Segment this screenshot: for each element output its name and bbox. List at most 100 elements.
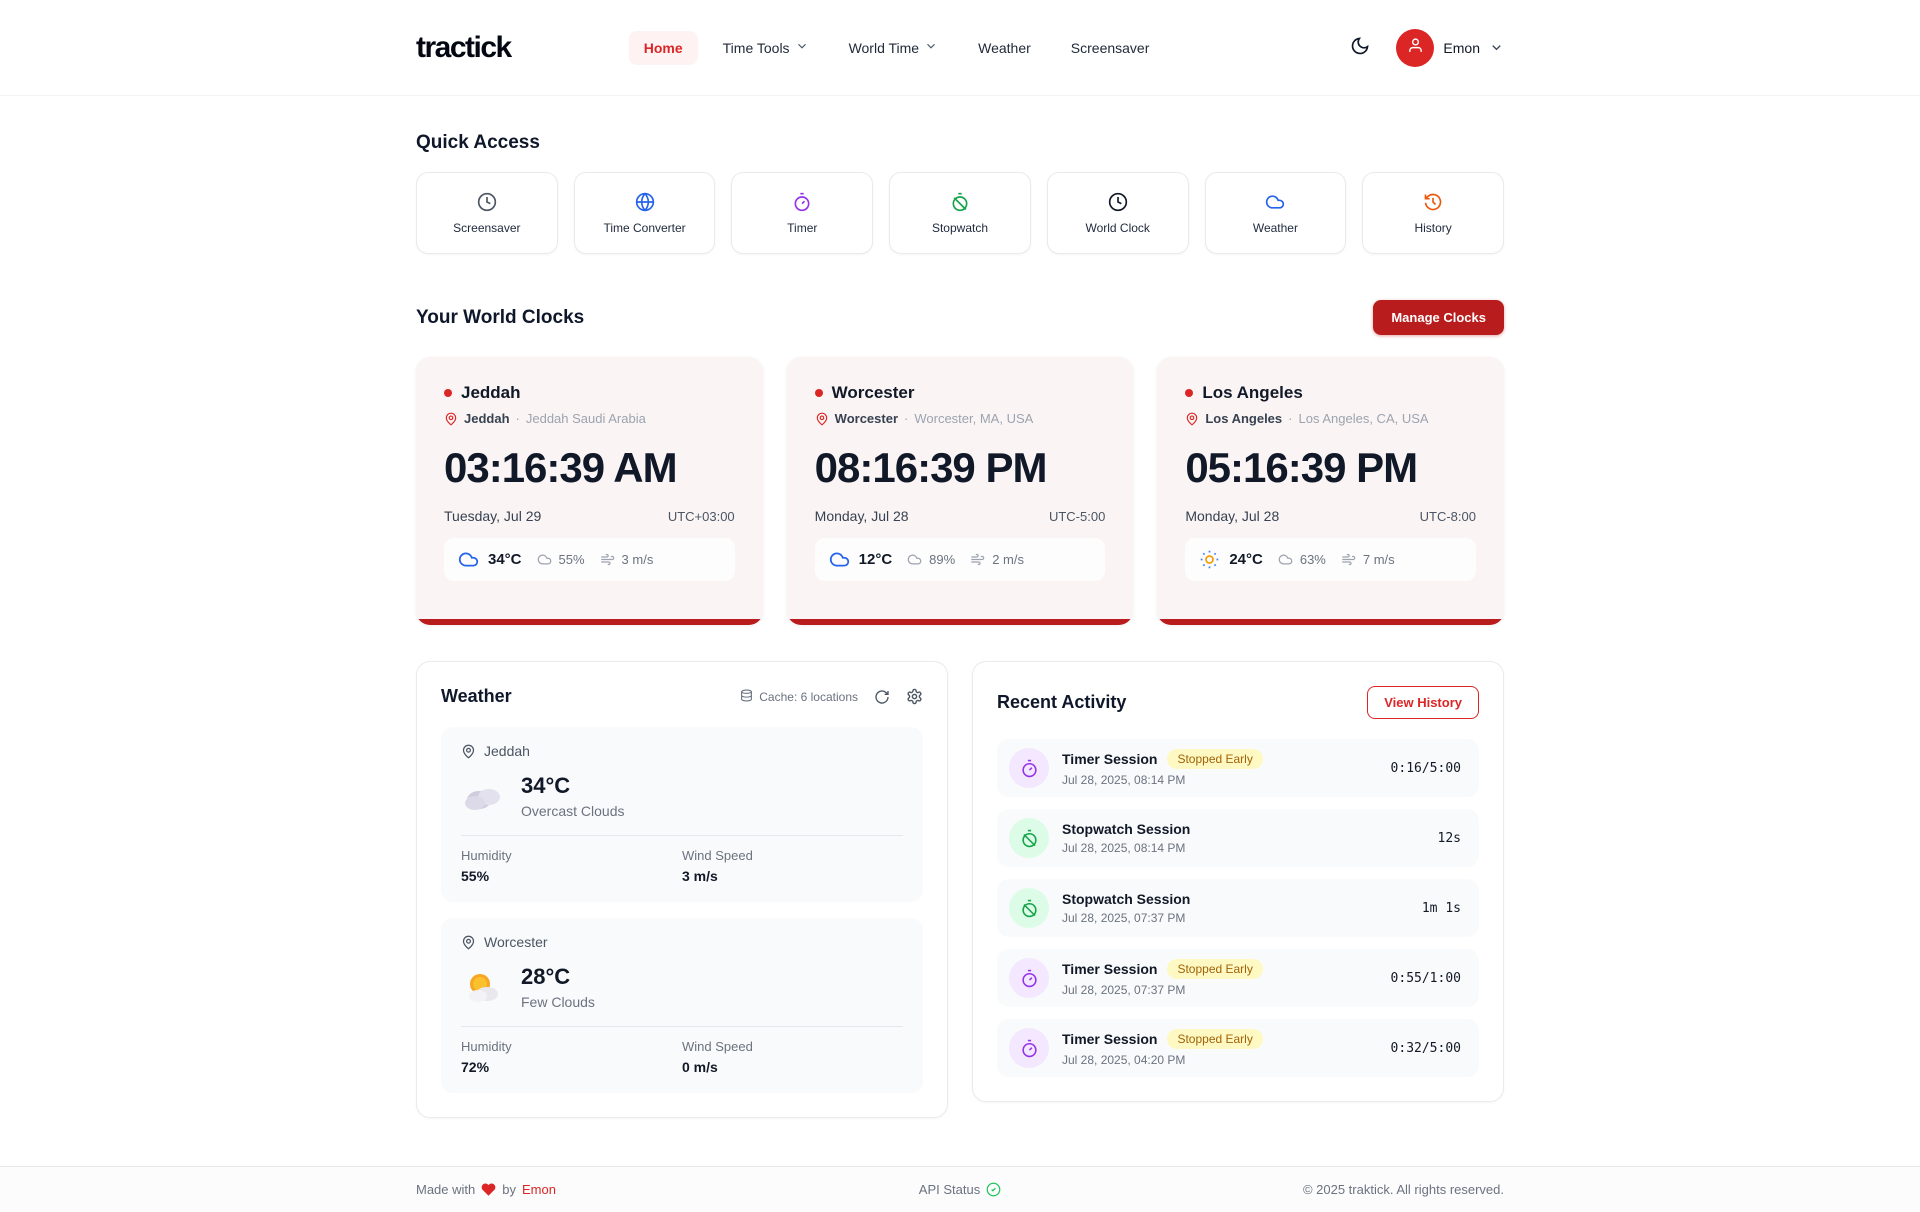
footer: Made with by Emon API Status © 2025 trak…: [0, 1166, 1920, 1212]
clock-utc-offset: UTC-8:00: [1419, 508, 1476, 524]
quick-access-title: Quick Access: [416, 132, 540, 153]
cloud-icon: [829, 549, 850, 570]
humidity-cloud-icon: [537, 552, 552, 567]
weather-panel: Weather Cache: 6 locations Jeddah: [416, 661, 948, 1118]
header: tractick Home Time Tools World Time Weat…: [0, 0, 1920, 96]
live-dot: [444, 389, 452, 397]
user-menu[interactable]: Emon: [1396, 28, 1504, 67]
chevron-down-icon: [795, 39, 809, 56]
heart-icon: [481, 1182, 496, 1197]
timer-icon: [792, 192, 812, 212]
wind-icon: [1341, 552, 1356, 567]
timer-icon: [1009, 748, 1049, 788]
session-duration: 1m 1s: [1421, 900, 1461, 916]
globe-icon: [635, 192, 655, 212]
session-duration: 0:55/1:00: [1390, 970, 1461, 986]
sun-cloud-icon: [461, 970, 505, 1004]
refresh-icon[interactable]: [874, 689, 890, 705]
nav-screensaver[interactable]: Screensaver: [1070, 39, 1150, 56]
clock-date: Monday, Jul 28: [814, 508, 909, 524]
stopwatch-icon: [1009, 888, 1049, 928]
live-dot: [1185, 389, 1194, 397]
overcast-cloud-icon: [461, 780, 505, 812]
weather-location-jeddah[interactable]: Jeddah 34°C Overcast Clouds: [441, 727, 923, 902]
clock-icon: [477, 192, 497, 212]
main-nav: Home Time Tools World Time Weather Scree…: [628, 30, 1165, 65]
manage-clocks-button[interactable]: Manage Clocks: [1373, 300, 1504, 335]
clock-date: Tuesday, Jul 29: [444, 508, 542, 524]
clock-utc-offset: UTC-5:00: [1048, 508, 1106, 524]
clock-date: Monday, Jul 28: [1185, 508, 1280, 524]
clock-time: 08:16:39 PM: [814, 444, 1048, 491]
cloud-icon: [458, 549, 479, 570]
card-accent-bar: [1157, 619, 1504, 625]
quick-access-stopwatch[interactable]: Stopwatch: [889, 172, 1031, 254]
copyright-text: © 2025 traktick. All rights reserved.: [1302, 1182, 1505, 1197]
chevron-down-icon: [924, 39, 938, 56]
timer-icon: [1009, 1028, 1049, 1068]
stopwatch-icon: [950, 192, 970, 212]
quick-access-grid: Screensaver Time Converter Timer Stopwat…: [416, 172, 1504, 254]
sun-icon: [1199, 549, 1220, 570]
cache-status: Cache: 6 locations: [740, 689, 858, 705]
activity-item[interactable]: Stopwatch Session Jul 28, 2025, 08:14 PM…: [997, 809, 1479, 867]
user-name: Emon: [1443, 39, 1480, 56]
moon-icon: [1350, 36, 1370, 59]
quick-access-time-converter[interactable]: Time Converter: [573, 172, 716, 254]
clock-utc-offset: UTC+03:00: [667, 508, 735, 524]
clock-weather-strip: 24°C 63% 7 m/s: [1185, 538, 1476, 581]
session-duration: 0:16/5:00: [1390, 760, 1461, 776]
quick-access-screensaver[interactable]: Screensaver: [416, 172, 558, 254]
status-badge: Stopped Early: [1167, 959, 1263, 979]
nav-weather[interactable]: Weather: [978, 39, 1031, 56]
clock-card-los-angeles[interactable]: Los Angeles Los Angeles · Los Angeles, C…: [1157, 357, 1504, 625]
quick-access-history[interactable]: History: [1362, 172, 1504, 254]
avatar: [1396, 28, 1435, 67]
map-pin-icon: [815, 412, 829, 426]
author-link[interactable]: Emon: [521, 1182, 556, 1197]
wind-icon: [970, 552, 985, 567]
gear-icon[interactable]: [906, 688, 923, 705]
quick-access-timer[interactable]: Timer: [731, 172, 874, 254]
recent-activity-title: Recent Activity: [997, 692, 1127, 712]
nav-world-time[interactable]: World Time: [834, 30, 954, 65]
recent-activity-panel: Recent Activity View History Timer Sessi…: [972, 661, 1504, 1102]
card-accent-bar: [786, 619, 1134, 625]
clock-card-jeddah[interactable]: Jeddah Jeddah · Jeddah Saudi Arabia 03:1…: [416, 357, 763, 625]
live-dot: [814, 389, 823, 397]
humidity-cloud-icon: [907, 552, 922, 567]
check-circle-icon: [986, 1182, 1001, 1197]
timer-icon: [1009, 958, 1049, 998]
activity-item[interactable]: Timer Session Stopped Early Jul 28, 2025…: [997, 1019, 1479, 1077]
clock-weather-strip: 12°C 89% 2 m/s: [814, 538, 1106, 581]
weather-panel-title: Weather: [441, 686, 512, 706]
stopwatch-icon: [1009, 818, 1049, 858]
user-icon: [1407, 37, 1424, 59]
status-badge: Stopped Early: [1167, 749, 1263, 769]
session-duration: 0:32/5:00: [1390, 1040, 1461, 1056]
activity-item[interactable]: Stopwatch Session Jul 28, 2025, 07:37 PM…: [997, 879, 1479, 937]
clock-time: 03:16:39 AM: [444, 444, 678, 491]
map-pin-icon: [1185, 412, 1199, 426]
wind-icon: [600, 552, 615, 567]
status-badge: Stopped Early: [1167, 1029, 1263, 1049]
clock-card-worcester[interactable]: Worcester Worcester · Worcester, MA, USA…: [786, 357, 1134, 625]
nav-time-tools[interactable]: Time Tools: [708, 30, 824, 65]
map-pin-icon: [461, 744, 476, 759]
activity-item[interactable]: Timer Session Stopped Early Jul 28, 2025…: [997, 949, 1479, 1007]
theme-toggle-button[interactable]: [1350, 36, 1370, 59]
cloud-icon: [1265, 192, 1285, 212]
activity-item[interactable]: Timer Session Stopped Early Jul 28, 2025…: [997, 739, 1479, 797]
app-logo[interactable]: tractick: [416, 30, 512, 64]
map-pin-icon: [444, 412, 458, 426]
weather-location-worcester[interactable]: Worcester 28°C Few Clouds: [441, 918, 923, 1093]
api-status: API Status: [919, 1182, 1001, 1197]
view-history-button[interactable]: View History: [1367, 686, 1479, 719]
quick-access-weather[interactable]: Weather: [1204, 172, 1347, 254]
clock-weather-strip: 34°C 55% 3 m/s: [444, 538, 735, 581]
nav-home[interactable]: Home: [628, 30, 698, 65]
card-accent-bar: [416, 619, 763, 625]
quick-access-world-clock[interactable]: World Clock: [1046, 172, 1189, 254]
history-icon: [1423, 192, 1443, 212]
world-clocks-grid: Jeddah Jeddah · Jeddah Saudi Arabia 03:1…: [416, 357, 1504, 625]
